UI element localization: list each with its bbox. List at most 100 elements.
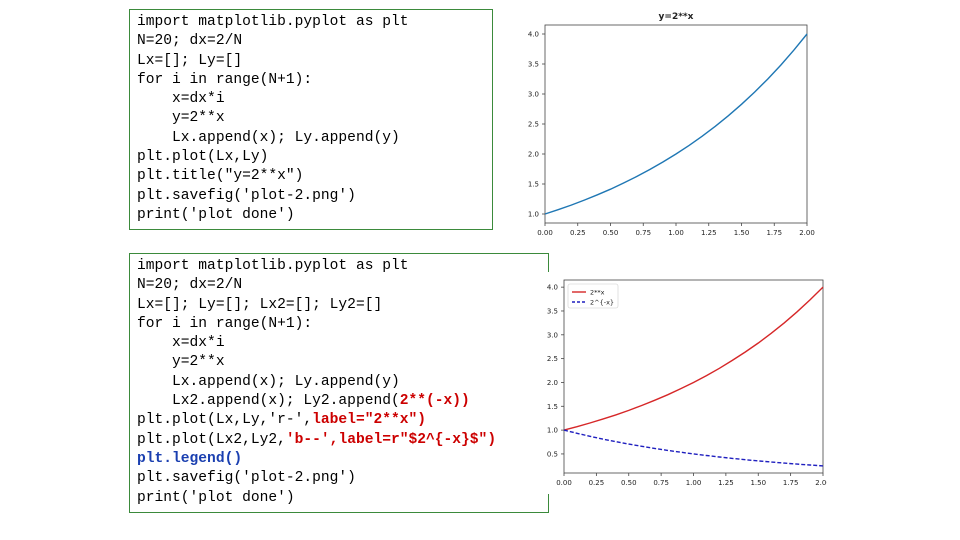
y-tick-label: 0.5 (547, 450, 558, 458)
code-line: import matplotlib.pyplot as plt (137, 14, 409, 30)
code-line: Lx=[]; Ly=[] (137, 53, 242, 69)
code-line: for i in range(N+1): (137, 72, 312, 88)
x-tick-label: 1.75 (783, 479, 799, 487)
y-tick-label: 3.5 (528, 61, 539, 69)
y-tick-label: 2.0 (528, 151, 539, 159)
y-tick-label: 4.0 (547, 284, 558, 292)
code-token: plt.savefig('plot-2.png') (137, 470, 356, 487)
x-tick-label: 1.50 (750, 479, 766, 487)
x-tick-label: 1.25 (701, 229, 717, 237)
code-token: plt.plot(Lx,Ly) (137, 149, 269, 166)
code-line: Lx=[]; Ly=[]; Lx2=[]; Ly2=[] (137, 297, 382, 313)
y-tick-label: 1.0 (547, 427, 558, 435)
legend-label: 2^{-x} (590, 299, 614, 307)
chart-canvas: y=2**x 0.00 0.25 0.50 0.75 1.00 1.25 1.50 1.75 2.… (528, 12, 815, 237)
x-tick-label: 0.75 (653, 479, 669, 487)
code-line: import matplotlib.pyplot as plt (137, 258, 409, 274)
chart-title: y=2**x (659, 12, 694, 22)
code-text: import matplotlib.pyplot as plt N=20; dx… (137, 13, 492, 225)
code-token: N=20; dx=2/N (137, 33, 243, 50)
x-tick-label: 1.75 (766, 229, 782, 237)
code-line: y=2**x (137, 110, 225, 126)
code-line: plt.savefig('plot-2.png') (137, 188, 356, 204)
code-token: plt.legend() (137, 450, 243, 467)
x-tick-label: 0.00 (537, 229, 553, 237)
plot-frame (544, 24, 808, 224)
code-block-1: import matplotlib.pyplot as plt N=20; dx… (129, 9, 493, 230)
y-tick-label: 1.5 (528, 181, 539, 189)
y-tick-label: 3.0 (528, 91, 539, 99)
code-token: N=20; dx=2/N (137, 277, 243, 294)
code-token: plt.plot(Lx2,Ly2, (137, 431, 286, 448)
legend-box (567, 283, 619, 309)
code-token: x=dx*i (137, 335, 225, 352)
code-line: y=2**x (137, 354, 225, 370)
code-token: y=2**x (137, 110, 225, 127)
x-tick-label: 0.50 (621, 479, 637, 487)
x-tick-label: 0.75 (635, 229, 651, 237)
code-token: for i in range(N+1): (137, 315, 313, 332)
x-tick-label: 0.50 (603, 229, 619, 237)
y-tick-label: 2.0 (547, 379, 558, 387)
code-token: Lx.append(x); Ly.append(y) (137, 373, 400, 390)
code-line: Lx2.append(x); Ly2.append(2**(-x)) (137, 393, 470, 409)
legend-label: 2**x (590, 289, 605, 297)
y-tick-label: 3.0 (547, 331, 558, 339)
y-tick-label: 2.5 (547, 355, 558, 363)
code-line: N=20; dx=2/N (137, 277, 242, 293)
x-tick-label: 0.25 (589, 479, 605, 487)
code-token: print('plot done') (137, 206, 295, 223)
code-token: import matplotlib.pyplot as plt (137, 258, 409, 274)
code-token: plt.title("y=2**x") (137, 168, 304, 185)
code-token: import matplotlib.pyplot as plt (137, 14, 409, 30)
series-line-1 (563, 286, 824, 431)
code-text: import matplotlib.pyplot as plt N=20; dx… (137, 257, 548, 508)
code-token: 'b--', (285, 431, 339, 448)
code-line: print('plot done') (137, 207, 295, 223)
code-token: Lx2.append(x); Ly2.append( (137, 393, 400, 410)
code-line: plt.legend() (137, 451, 242, 467)
y-tick-label: 2.5 (528, 121, 539, 129)
y-tick-label: 1.5 (547, 403, 558, 411)
x-tick-label: 2.00 (815, 479, 827, 487)
code-line: plt.plot(Lx,Ly,'r-',label="2**x") (137, 412, 426, 428)
x-tick-label: 1.00 (668, 229, 684, 237)
code-token: plt.plot(Lx,Ly,'r-', (137, 412, 313, 429)
code-line: print('plot done') (137, 490, 295, 506)
x-tick-label: 0.25 (570, 229, 586, 237)
code-line: N=20; dx=2/N (137, 33, 242, 49)
code-line: plt.plot(Lx,Ly) (137, 149, 268, 165)
x-tick-label: 1.00 (686, 479, 702, 487)
chart-exponential: y=2**x 0.00 0.25 0.50 0.75 1.00 1.25 1.50 1.75 2.… (505, 8, 815, 243)
chart-canvas: 0.00 0.25 0.50 0.75 1.00 1.25 1.50 1.75 2.00 0.5 1… (547, 279, 831, 487)
code-line: for i in range(N+1): (137, 316, 312, 332)
series-line-1 (544, 33, 808, 215)
code-token: label="2**x") (312, 412, 427, 429)
y-tick-label: 3.5 (547, 307, 558, 315)
code-line: Lx.append(x); Ly.append(y) (137, 374, 400, 390)
code-block-2: import matplotlib.pyplot as plt N=20; dx… (129, 253, 549, 513)
y-tick-label: 4.0 (528, 31, 539, 39)
code-line: plt.plot(Lx2,Ly2,'b--',label=r"$2^{-x}$"… (137, 432, 496, 448)
code-line: x=dx*i (137, 91, 225, 107)
series-line-2 (563, 429, 824, 467)
plot-frame (563, 279, 824, 474)
x-tick-label: 0.00 (556, 479, 572, 487)
code-token: y=2**x (137, 354, 225, 371)
x-tick-label: 1.25 (718, 479, 734, 487)
code-token: label=r"$2^{-x}$") (338, 431, 497, 448)
code-token: 2**(-x)) (399, 393, 470, 410)
code-line: plt.title("y=2**x") (137, 168, 303, 184)
code-line: Lx.append(x); Ly.append(y) (137, 130, 400, 146)
x-tick-label: 2.00 (799, 229, 815, 237)
code-token: Lx.append(x); Ly.append(y) (137, 129, 400, 146)
code-token: for i in range(N+1): (137, 71, 313, 88)
y-tick-label: 1.0 (528, 211, 539, 219)
x-tick-label: 1.50 (734, 229, 750, 237)
code-token: Lx=[]; Ly=[] (137, 52, 243, 69)
code-token: Lx=[]; Ly=[]; Lx2=[]; Ly2=[] (137, 296, 383, 313)
code-token: plt.savefig('plot-2.png') (137, 187, 356, 204)
code-line: x=dx*i (137, 335, 225, 351)
code-line: plt.savefig('plot-2.png') (137, 470, 356, 486)
code-token: x=dx*i (137, 91, 225, 108)
